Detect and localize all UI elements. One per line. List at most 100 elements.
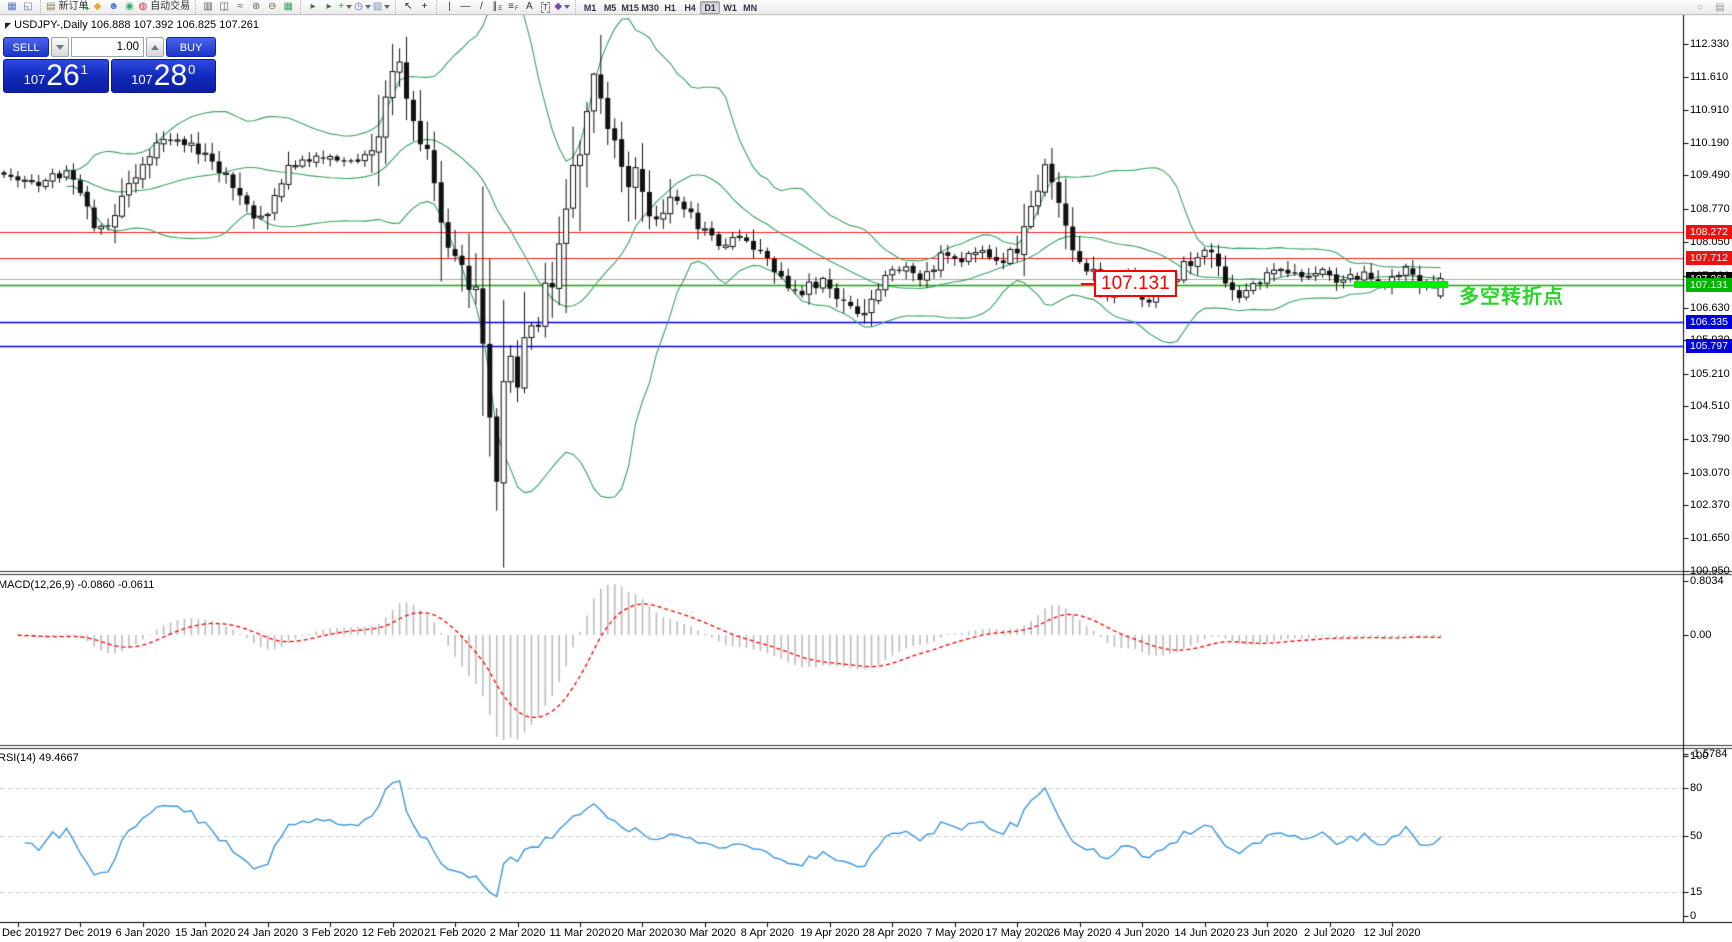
- horizontal-line-icon[interactable]: —: [457, 1, 473, 14]
- profile-icon[interactable]: ☻: [105, 1, 121, 14]
- expert-advisors-icon[interactable]: ◆: [89, 1, 105, 14]
- date-label: 3 Feb 2020: [302, 927, 358, 939]
- date-label: 19 Apr 2020: [800, 927, 860, 939]
- timeframe-button-H1[interactable]: H1: [664, 2, 676, 13]
- date-label: 4 Jun 2020: [1114, 927, 1170, 939]
- signals-icon[interactable]: ◉: [121, 1, 137, 14]
- text-label-icon: T: [540, 1, 550, 13]
- timeframe-button-M30[interactable]: M30: [641, 2, 659, 13]
- sell-price-pip: 1: [80, 62, 88, 77]
- periods-icon: ◷: [354, 1, 363, 12]
- arrows-icon[interactable]: ◆: [553, 1, 571, 14]
- date-label: 26 May 2020: [1047, 927, 1112, 939]
- chevron-down-icon: [564, 5, 571, 9]
- candlestick-chart-icon: ◫: [219, 1, 229, 12]
- volume-decrease-button[interactable]: [51, 37, 69, 57]
- charts-window-icon[interactable]: ▦: [4, 1, 20, 14]
- plus-icon: +: [84, 3, 90, 13]
- symbol-marker-icon: ◤: [5, 21, 12, 30]
- indicators-icon: +: [338, 1, 345, 12]
- line-chart-icon[interactable]: ≈: [232, 1, 248, 14]
- date-label: 28 Apr 2020: [862, 927, 922, 939]
- search-icon[interactable]: ○: [1696, 1, 1704, 13]
- crosshair-icon: +: [421, 1, 428, 12]
- zoom-in-icon: ⊕: [251, 1, 261, 12]
- price-tick-label: 100.950: [1690, 564, 1730, 577]
- volume-increase-button[interactable]: [146, 37, 164, 57]
- timeframe-button-M5[interactable]: M5: [603, 2, 617, 13]
- macd-tick-label: 0.00: [1690, 629, 1712, 641]
- templates-icon[interactable]: ▧: [372, 1, 391, 14]
- price-flag-107131[interactable]: 107.131: [1094, 270, 1177, 297]
- candlestick-chart-icon[interactable]: ◫: [216, 1, 232, 14]
- timeframe-button-W1[interactable]: W1: [723, 2, 737, 13]
- indicators-icon[interactable]: +: [337, 1, 353, 14]
- sell-button[interactable]: SELL: [3, 37, 49, 57]
- caret-down-icon: [56, 44, 64, 50]
- timeframe-button-H4[interactable]: H4: [684, 2, 696, 13]
- price-badge-106.335: 106.335: [1686, 314, 1732, 329]
- buy-button[interactable]: BUY: [166, 37, 216, 57]
- toolbar: ▦ ◱ ▤ + 新订单 ◆ ☻ ◉ ◍ 自动交易 ▥ ◫ ≈ ⊕ ⊖ ▦ ▸ ▸ + ◷ ▧ ↖ + | — / ∥ E ≡ F A T ◆ M1…: [0, 0, 1732, 15]
- price-tick-label: 110.190: [1690, 137, 1729, 150]
- timeframe-button-MN[interactable]: MN: [743, 2, 758, 13]
- zoom-out-icon: ⊖: [267, 1, 277, 12]
- zoom-in-icon[interactable]: ⊕: [248, 1, 264, 14]
- buy-price-big: 28: [153, 59, 188, 92]
- chevron-down-icon: [346, 5, 353, 9]
- bar-chart-icon: ▥: [203, 1, 213, 12]
- price-badge-107.712: 107.712: [1686, 250, 1732, 265]
- toolbar-group: ▤ + 新订单 ◆ ☻ ◉ ◍ 自动交易: [40, 0, 195, 15]
- text-label-icon[interactable]: T: [537, 1, 553, 14]
- price-tick-label: 112.330: [1690, 38, 1729, 50]
- chart-shift-icon[interactable]: ▸: [321, 1, 337, 14]
- autotrading-icon[interactable]: ◍ 自动交易: [137, 1, 191, 14]
- periods-icon[interactable]: ◷: [353, 1, 372, 14]
- timeframe-button-M15[interactable]: M15: [621, 2, 639, 13]
- trendline-icon: /: [479, 1, 483, 12]
- price-tick-label: 105.210: [1690, 367, 1730, 380]
- auto-scroll-icon[interactable]: ▸: [305, 1, 321, 14]
- charts-window-icon: ▦: [7, 1, 17, 12]
- equidistant-channel-icon[interactable]: ∥ E: [489, 1, 505, 14]
- crosshair-icon[interactable]: +: [416, 1, 432, 14]
- toolbar-group: ↖ +: [395, 0, 436, 15]
- rsi-pane-splitter[interactable]: [0, 743, 1732, 749]
- toolbar-group: | — / ∥ E ≡ F A T ◆: [436, 0, 575, 15]
- chevron-down-icon: [384, 5, 391, 9]
- buy-price-button[interactable]: 107 28 0: [110, 59, 216, 93]
- text-icon[interactable]: A: [521, 1, 537, 14]
- new-order-icon[interactable]: ▤ + 新订单: [45, 1, 89, 14]
- zoom-out-icon[interactable]: ⊖: [264, 1, 280, 14]
- date-label: 7 May 2020: [926, 927, 984, 939]
- templates-icon: ▧: [372, 1, 383, 12]
- sell-price-base: 107: [23, 72, 46, 87]
- rsi-tick-label: 15: [1690, 886, 1703, 898]
- highlight-band[interactable]: [1354, 281, 1448, 288]
- timeframe-button-D1[interactable]: D1: [700, 0, 721, 14]
- window-list-icon[interactable]: ▤: [1715, 1, 1725, 13]
- data-window-icon[interactable]: ◱: [20, 1, 36, 14]
- price-tick-label: 108.050: [1690, 236, 1730, 249]
- vertical-line-icon[interactable]: |: [441, 1, 457, 14]
- price-tick-label: 109.490: [1690, 169, 1730, 182]
- date-label: 12 Jul 2020: [1363, 927, 1421, 939]
- trendline-icon[interactable]: /: [473, 1, 489, 14]
- volume-input[interactable]: 1.00: [71, 37, 144, 57]
- macd-label: MACD(12,26,9) -0.0860 -0.0611: [0, 579, 155, 591]
- timeframe-button-M1[interactable]: M1: [583, 2, 597, 13]
- bar-chart-icon[interactable]: ▥: [200, 1, 216, 14]
- annotation-text[interactable]: 多空转折点: [1459, 286, 1564, 308]
- sell-price-button[interactable]: 107 26 1: [3, 59, 109, 93]
- macd-pane-splitter[interactable]: [0, 569, 1732, 575]
- autotrading-icon-label: 自动交易: [150, 1, 191, 12]
- cursor-icon[interactable]: ↖: [400, 1, 416, 14]
- rsi-tick-label: 0: [1690, 910, 1697, 922]
- price-tick-label: 110.910: [1690, 103, 1729, 116]
- fibonacci-icon[interactable]: ≡ F: [505, 1, 521, 14]
- price-badge-107.131: 107.131: [1686, 277, 1732, 292]
- toolbar-group: ▦ ◱: [0, 0, 40, 15]
- macd-tick-label: 0.8034: [1690, 574, 1724, 587]
- tile-windows-icon[interactable]: ▦: [280, 1, 296, 14]
